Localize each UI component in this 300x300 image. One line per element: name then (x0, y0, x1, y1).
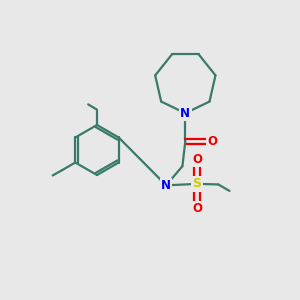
Text: N: N (180, 107, 190, 120)
Text: S: S (193, 177, 202, 190)
Text: O: O (207, 135, 218, 148)
Text: O: O (192, 202, 202, 215)
Text: N: N (161, 179, 171, 192)
Text: O: O (192, 153, 202, 166)
